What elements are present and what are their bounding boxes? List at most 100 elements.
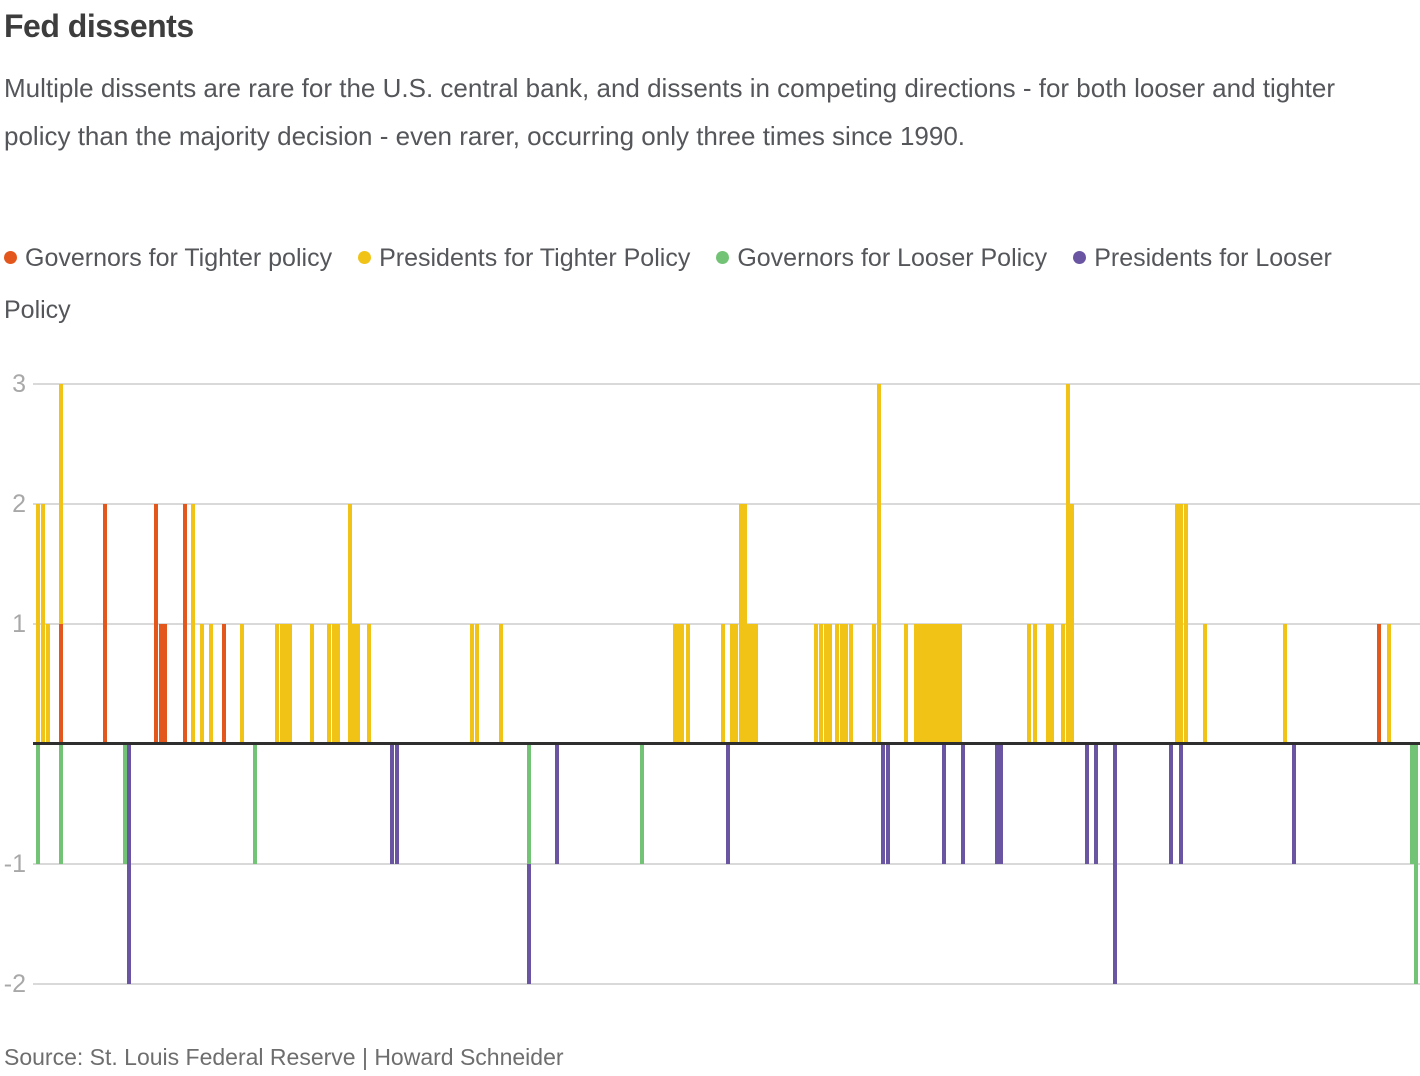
bar-segment-pres_tighter [208, 624, 214, 744]
bar-segment-pres_tighter [1060, 624, 1066, 744]
bar-segment-pres_tighter [925, 624, 931, 744]
bar-segment-pres_looser [1112, 744, 1118, 984]
bar-segment-gov_tighter [102, 504, 108, 744]
bar-segment-pres_tighter [876, 384, 882, 744]
bar-segment-pres_tighter [366, 624, 372, 744]
legend-item: Governors for Looser Policy [716, 244, 1047, 272]
bar-segment-gov_tighter [153, 504, 159, 744]
y-tick-label: 3 [12, 370, 26, 398]
source-attribution: Source: St. Louis Federal Reserve | Howa… [4, 1044, 564, 1070]
bar-segment-pres_looser [885, 744, 891, 864]
bar-segment-pres_tighter [283, 624, 289, 744]
bar-segment-pres_looser [1168, 744, 1174, 864]
bar-segment-pres_tighter [742, 504, 748, 744]
bar-segment-pres_looser [1093, 744, 1099, 864]
bar-segment-pres_tighter [913, 624, 919, 744]
bar-segment-pres_tighter [941, 624, 947, 744]
bar-segment-pres_looser [960, 744, 966, 864]
y-tick-label: -1 [3, 850, 26, 878]
bar-segment-pres_looser [126, 744, 132, 984]
bar-segment-pres_tighter [745, 624, 751, 744]
gridline-y-1 [33, 623, 1420, 625]
bar-segment-pres_tighter [287, 624, 293, 744]
gridline-y--1 [33, 863, 1420, 865]
bar-segment-pres_tighter [733, 624, 739, 744]
bar-segment-pres_tighter [871, 624, 877, 744]
chart-legend: Governors for Tighter policy Presidents f… [4, 232, 1409, 336]
bar-segment-pres_tighter [239, 624, 245, 744]
bar-segment-pres_tighter [679, 624, 685, 744]
bar-segment-pres_tighter [720, 624, 726, 744]
legend-dot-icon [4, 250, 17, 264]
bar-segment-gov_tighter [162, 624, 168, 744]
zero-axis-line [33, 742, 1420, 745]
bar-segment-pres_tighter [199, 624, 205, 744]
bar-segment-gov_looser [639, 744, 645, 864]
bar-segment-gov_tighter [182, 504, 188, 744]
y-tick-label: 1 [12, 610, 26, 638]
bar-segment-pres_tighter [903, 624, 909, 744]
legend-item: Governors for Tighter policy [4, 244, 332, 272]
bar-segment-pres_tighter [1049, 624, 1055, 744]
bar-segment-pres_looser [994, 744, 1000, 864]
bar-segment-pres_looser [998, 744, 1004, 864]
bar-segment-pres_tighter [843, 624, 849, 744]
bar-segment-pres_looser [725, 744, 731, 864]
gridline-y--2 [33, 983, 1420, 985]
bar-segment-pres_tighter [957, 624, 963, 744]
bar-segment-pres_tighter [1178, 504, 1184, 744]
bar-segment-pres_tighter [326, 624, 332, 744]
bar-segment-gov_looser [122, 744, 128, 864]
bar-segment-pres_tighter [351, 624, 357, 744]
bar-segment-pres_tighter [1174, 504, 1180, 744]
legend-item-label: Governors for Tighter policy [25, 244, 333, 272]
bar-segment-pres_tighter [839, 624, 845, 744]
bar-segment-gov_looser [58, 744, 64, 864]
bar-segment-pres_tighter [949, 624, 955, 744]
bar-segment-pres_tighter [279, 624, 285, 744]
bar-segment-pres_tighter [45, 624, 51, 744]
bar-segment-pres_tighter [474, 624, 480, 744]
bar-segment-pres_tighter [1065, 384, 1071, 744]
bar-segment-pres_tighter [729, 624, 735, 744]
bar-segment-pres_looser [1084, 744, 1090, 864]
bar-segment-pres_tighter [1032, 624, 1038, 744]
bar-segment-pres_looser [941, 744, 947, 864]
bar-segment-pres_tighter [1045, 624, 1051, 744]
bar-segment-pres_tighter [331, 624, 337, 744]
bar-segment-pres_tighter [1386, 624, 1392, 744]
bar-segment-pres_tighter [1069, 504, 1075, 744]
chart-title: Fed dissents [4, 8, 194, 44]
bar-segment-gov_tighter [1376, 624, 1382, 744]
bar-segment-pres_tighter [749, 624, 755, 744]
bar-segment-pres_tighter [190, 504, 196, 744]
bar-segment-gov_looser [526, 744, 532, 864]
bar-segment-gov_looser [35, 744, 41, 864]
bar-segment-pres_tighter [58, 384, 64, 624]
bar-segment-gov_looser [1409, 744, 1415, 864]
bar-segment-pres_tighter [1026, 624, 1032, 744]
legend-item-label: Presidents for Looser Policy [4, 244, 1332, 324]
bar-segment-pres_tighter [917, 624, 923, 744]
y-tick-label: 2 [12, 490, 26, 518]
bar-segment-pres_tighter [676, 624, 682, 744]
bar-segment-pres_looser [1178, 744, 1184, 864]
bar-segment-pres_tighter [1282, 624, 1288, 744]
legend-item-label: Presidents for Tighter Policy [379, 244, 691, 272]
bar-segment-pres_tighter [40, 504, 46, 744]
bar-segment-pres_tighter [35, 504, 41, 744]
bar-segment-pres_tighter [813, 624, 819, 744]
bar-segment-pres_tighter [827, 624, 833, 744]
bar-segment-pres_looser [526, 864, 532, 984]
bar-segment-gov_tighter [221, 624, 227, 744]
bar-segment-pres_tighter [309, 624, 315, 744]
bar-segment-pres_tighter [335, 624, 341, 744]
bar-segment-pres_tighter [355, 624, 361, 744]
bar-segment-pres_tighter [848, 624, 854, 744]
legend-item: Presidents for Looser Policy [4, 244, 1332, 324]
bar-segment-pres_tighter [921, 624, 927, 744]
bar-segment-pres_tighter [469, 624, 475, 744]
bar-segment-pres_tighter [274, 624, 280, 744]
bar-segment-gov_tighter [158, 624, 164, 744]
